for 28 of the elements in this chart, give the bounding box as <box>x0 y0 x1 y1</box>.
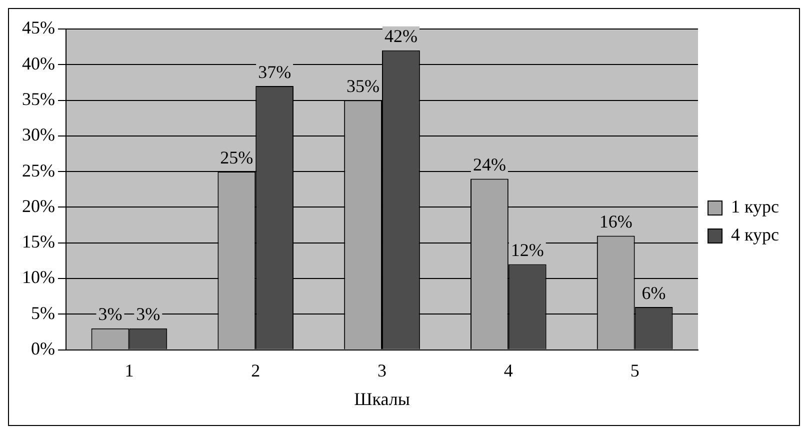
y-tick-label: 45% <box>22 18 55 38</box>
data-label: 42% <box>384 26 418 46</box>
y-tick-label: 40% <box>22 53 55 74</box>
x-tick-label: 4 <box>504 360 513 380</box>
x-tick-label: 5 <box>630 360 640 380</box>
y-tick-label: 0% <box>30 338 55 359</box>
x-tick-label: 2 <box>251 360 260 380</box>
data-label: 24% <box>472 154 506 174</box>
data-label: 37% <box>258 62 292 82</box>
data-label: 16% <box>599 211 632 232</box>
y-tick-label: 30% <box>22 124 55 145</box>
y-tick-label: 15% <box>22 232 55 252</box>
y-tick-label: 10% <box>22 267 55 288</box>
x-axis-title: Шкалы <box>354 388 410 409</box>
y-tick-label: 35% <box>22 89 55 110</box>
data-label: 12% <box>510 240 544 260</box>
y-tick-label: 20% <box>22 196 55 216</box>
legend-label: 4 курс <box>731 224 780 245</box>
legend-label: 1 курс <box>731 196 780 217</box>
x-tick-label: 3 <box>378 360 387 380</box>
data-label: 25% <box>220 147 254 168</box>
data-label: 35% <box>346 76 380 96</box>
y-tick-label: 25% <box>22 160 55 180</box>
data-label: 3% <box>136 304 160 324</box>
y-tick-label: 5% <box>30 302 55 323</box>
data-label: 3% <box>98 304 122 324</box>
x-tick-label: 1 <box>124 360 134 380</box>
data-label: 6% <box>642 282 666 303</box>
